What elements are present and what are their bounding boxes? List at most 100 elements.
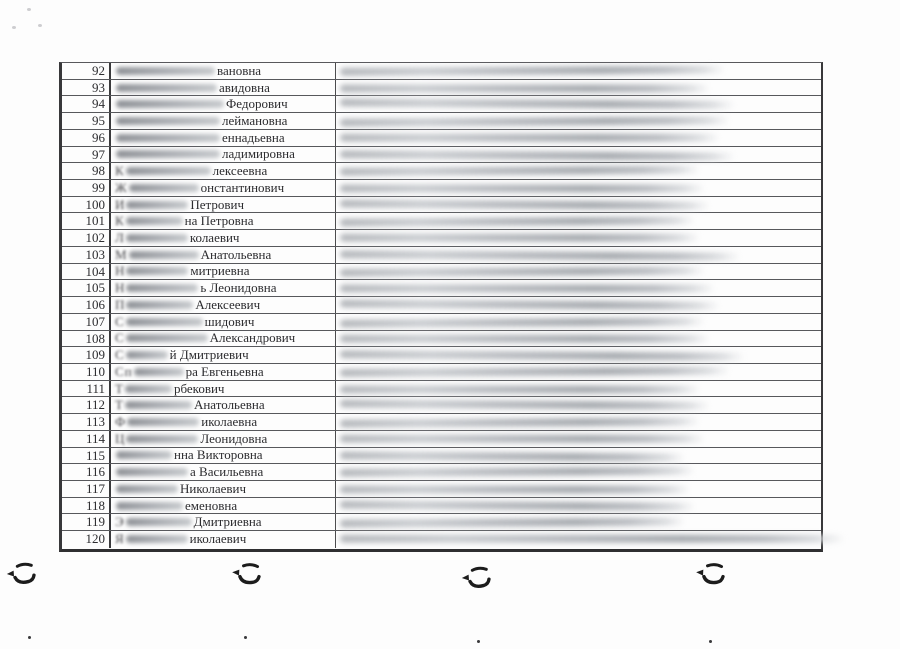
redacted-name-blur: [125, 535, 188, 544]
redacted-info-cell: [336, 381, 821, 397]
redacted-name-blur: [127, 417, 200, 426]
table-row: 100 И Петрович: [62, 197, 821, 214]
name-visible-fragment: иколаевич: [189, 531, 247, 547]
table-row: 103 М Анатольевна: [62, 247, 821, 264]
name-cell: С й Дмитриевич: [111, 347, 336, 363]
row-number: 95: [62, 113, 111, 129]
name-lead-letter: Я: [115, 531, 125, 547]
redacted-info-cell: [336, 331, 821, 347]
name-cell: Н митриевна: [111, 263, 336, 280]
row-number: 105: [62, 280, 111, 297]
name-lead-letter: С: [115, 347, 125, 363]
redacted-name-blur: [116, 100, 224, 109]
name-cell: Н ь Леонидовна: [111, 280, 336, 297]
table-row: 99 Ж онстантинович: [62, 180, 821, 197]
name-cell: а Васильевна: [111, 464, 336, 480]
redacted-info-cell: [336, 264, 821, 280]
name-visible-fragment: леймановна: [222, 113, 288, 129]
name-lead-letter: Ф: [115, 413, 127, 429]
redacted-text-blur: [340, 84, 710, 93]
name-visible-fragment: колаевич: [189, 230, 240, 246]
redacted-name-blur: [116, 117, 220, 126]
table-row: 102 Л колаевич: [62, 230, 821, 247]
name-cell: К на Петровна: [111, 213, 336, 230]
name-cell: Сп ра Евгеньевна: [111, 364, 336, 380]
name-cell: Т Анатольевна: [111, 397, 336, 414]
redacted-name-blur: [126, 300, 194, 309]
name-lead-letter: Э: [115, 514, 125, 530]
name-visible-fragment: Николаевич: [180, 480, 246, 496]
name-cell: Л колаевич: [111, 230, 336, 246]
row-number: 104: [62, 263, 111, 280]
redacted-name-blur: [126, 434, 199, 443]
redacted-info-cell: [336, 481, 821, 497]
table-row: 111 Т рбекович: [62, 381, 821, 398]
table-row: 94 Федорович: [62, 96, 821, 114]
name-lead-letter: Ж: [115, 179, 128, 195]
redacted-text-blur: [340, 317, 705, 328]
table-row: 109 С й Дмитриевич: [62, 347, 821, 364]
name-cell: Я иколаевич: [111, 531, 336, 548]
redacted-text-blur: [340, 517, 685, 528]
name-visible-fragment: лексеевна: [212, 163, 268, 179]
redacted-text-blur: [340, 399, 710, 411]
redacted-info-cell: [336, 464, 821, 480]
redacted-text-blur: [340, 334, 710, 343]
name-cell: М Анатольевна: [111, 247, 336, 263]
row-number: 98: [62, 163, 111, 180]
redacted-name-blur: [126, 267, 189, 276]
row-number: 93: [62, 79, 111, 96]
name-visible-fragment: нна Викторовна: [174, 447, 263, 463]
name-lead-letter: К: [115, 163, 125, 179]
redacted-info-cell: [336, 498, 821, 514]
table-row: 120 Я иколаевич: [62, 531, 845, 548]
ink-mark: [694, 561, 727, 591]
name-cell: С шидович: [111, 314, 336, 330]
name-visible-fragment: онстантинович: [200, 179, 285, 195]
redacted-info-cell: [336, 397, 821, 413]
name-visible-fragment: шидович: [204, 313, 255, 329]
name-lead-letter: Л: [115, 230, 125, 246]
redacted-text-blur: [340, 500, 695, 511]
redacted-text-blur: [340, 466, 695, 478]
redacted-name-blur: [125, 351, 168, 360]
name-cell: еннадьевна: [111, 130, 336, 146]
redacted-name-blur: [116, 83, 217, 92]
table-row: 118 еменовна: [62, 498, 821, 515]
table-row: 116 а Васильевна: [62, 464, 821, 481]
name-cell: И Петрович: [111, 197, 336, 213]
row-number: 109: [62, 347, 111, 363]
name-cell: Ж онстантинович: [111, 180, 336, 196]
row-number: 102: [62, 230, 111, 246]
name-cell: П Алексеевич: [111, 297, 336, 313]
name-visible-fragment: Федорович: [226, 96, 288, 112]
name-cell: ладимировна: [111, 146, 336, 163]
table-row: 97 ладимировна: [62, 146, 821, 164]
name-cell: нна Викторовна: [111, 447, 336, 464]
row-number: 120: [62, 531, 111, 548]
redacted-text-blur: [340, 149, 735, 161]
table-row: 96 еннадьевна: [62, 130, 821, 147]
names-table: 92 вановна 93 авидовна 94 Федорович: [59, 62, 845, 552]
redacted-name-blur: [133, 367, 184, 376]
row-number: 99: [62, 180, 111, 196]
row-number: 110: [62, 363, 111, 380]
row-number: 100: [62, 196, 111, 213]
redacted-info-cell: [336, 514, 821, 530]
redacted-name-blur: [116, 451, 172, 460]
row-number: 113: [62, 414, 111, 430]
ink-mark: [230, 561, 263, 591]
redacted-info-cell: [336, 364, 821, 380]
name-lead-letter: С: [115, 330, 125, 346]
name-lead-letter: Ц: [115, 430, 126, 446]
redacted-text-blur: [340, 133, 720, 142]
redacted-text-blur: [340, 434, 705, 443]
redacted-info-cell: [336, 113, 821, 129]
redacted-text-blur: [340, 184, 705, 193]
redacted-info-cell: [336, 448, 821, 464]
name-cell: вановна: [111, 63, 336, 79]
table-row: 106 П Алексеевич: [62, 297, 821, 314]
redacted-name-blur: [125, 334, 208, 343]
redacted-name-blur: [116, 484, 178, 493]
row-number: 96: [62, 129, 111, 146]
